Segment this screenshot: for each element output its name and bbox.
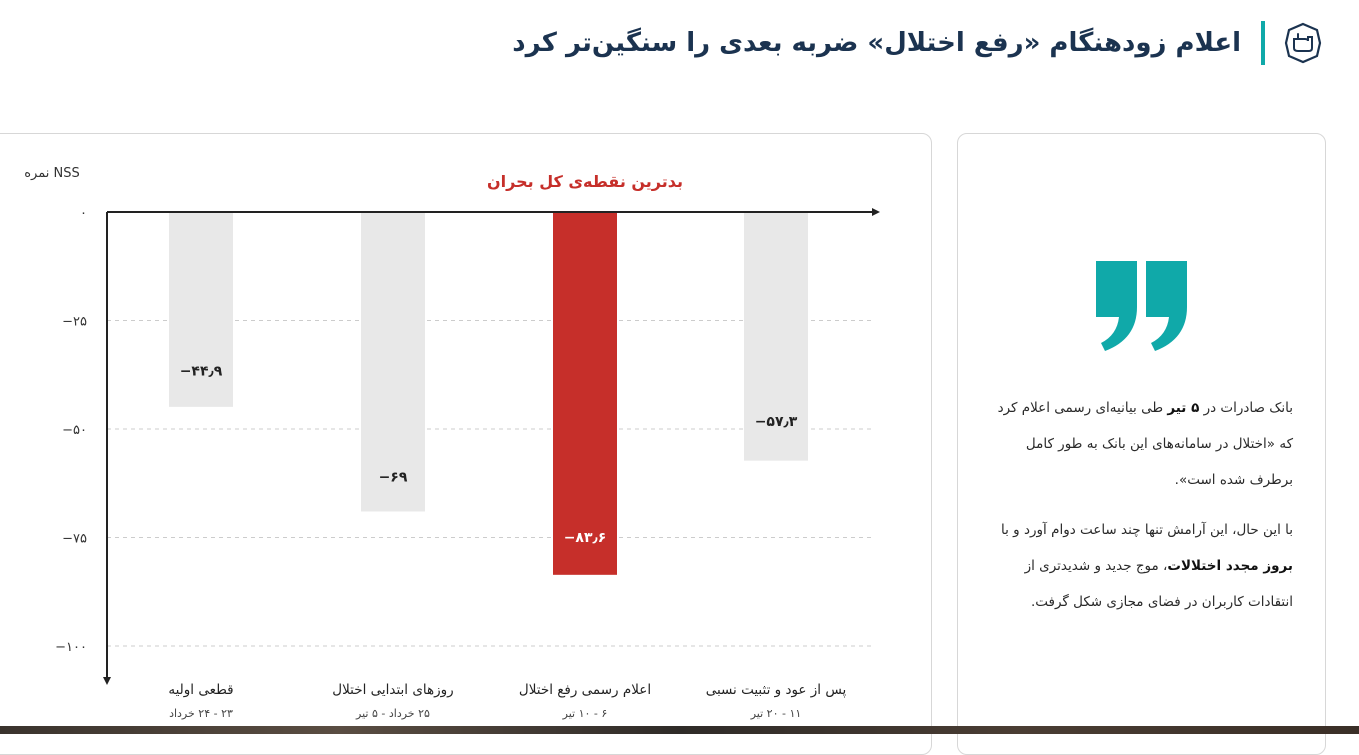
y-tick-label: −۷۵ bbox=[62, 532, 87, 547]
quote-paragraph-1: بانک صادرات در ۵ تیر طی بیانیه‌ای رسمی ا… bbox=[997, 400, 1293, 488]
quote-icon bbox=[1096, 261, 1187, 351]
data-label: −۵۷٫۳ bbox=[755, 414, 798, 430]
x-tick-sublabel: ۱۱ - ۲۰ تیر bbox=[750, 707, 802, 720]
x-tick-label: اعلام رسمی رفع اختلال bbox=[519, 682, 651, 698]
x-tick-sublabel: ۶ - ۱۰ تیر bbox=[562, 707, 608, 720]
y-tick-label: −۱۰۰ bbox=[55, 640, 87, 655]
quote-paragraph-2: با این حال، این آرامش تنها چند ساعت دوام… bbox=[1001, 522, 1293, 610]
bar bbox=[169, 212, 233, 407]
quote-text: بانک صادرات در ۵ تیر طی بیانیه‌ای رسمی ا… bbox=[984, 390, 1293, 634]
y-tick-label: −۲۵ bbox=[62, 315, 87, 330]
x-tick-label: قطعی اولیه bbox=[168, 682, 233, 698]
y-axis-label: نمره NSS bbox=[24, 166, 80, 181]
data-label: −۸۳٫۶ bbox=[564, 530, 607, 546]
x-tick-label: روزهای ابتدایی اختلال bbox=[332, 682, 453, 698]
header: اعلام زودهنگام «رفع اختلال» ضربه بعدی را… bbox=[512, 18, 1325, 68]
x-tick-sublabel: ۲۳ - ۲۴ خرداد bbox=[169, 707, 233, 720]
y-tick-label: −۵۰ bbox=[62, 423, 87, 438]
hand-pointer-icon bbox=[1281, 21, 1325, 65]
bar-chart: بدترین نقطه‌ی کل بحران نمره NSS ۰ −۲۵ −۵۰ −۷۵… bbox=[24, 166, 880, 720]
bar bbox=[744, 212, 808, 461]
bar bbox=[361, 212, 425, 512]
header-accent-bar bbox=[1261, 21, 1265, 65]
y-tick-label: ۰ bbox=[80, 206, 87, 221]
y-axis-arrow bbox=[103, 677, 111, 685]
chart-card: بدترین نقطه‌ی کل بحران نمره NSS ۰ −۲۵ −۵۰ −۷۵… bbox=[0, 133, 932, 755]
chart-title: بدترین نقطه‌ی کل بحران bbox=[487, 172, 683, 191]
x-axis-arrow bbox=[872, 208, 880, 216]
page-title: اعلام زودهنگام «رفع اختلال» ضربه بعدی را… bbox=[512, 28, 1241, 58]
x-tick-label: پس از عود و تثبیت نسبی bbox=[706, 682, 847, 698]
x-tick-sublabel: ۲۵ خرداد - ۵ تیر bbox=[355, 707, 430, 720]
quote-card: بانک صادرات در ۵ تیر طی بیانیه‌ای رسمی ا… bbox=[957, 133, 1326, 755]
data-label: −۶۹ bbox=[379, 470, 408, 486]
bar bbox=[553, 212, 617, 575]
data-label: −۴۴٫۹ bbox=[180, 364, 223, 380]
footer-image-strip bbox=[0, 726, 1359, 734]
